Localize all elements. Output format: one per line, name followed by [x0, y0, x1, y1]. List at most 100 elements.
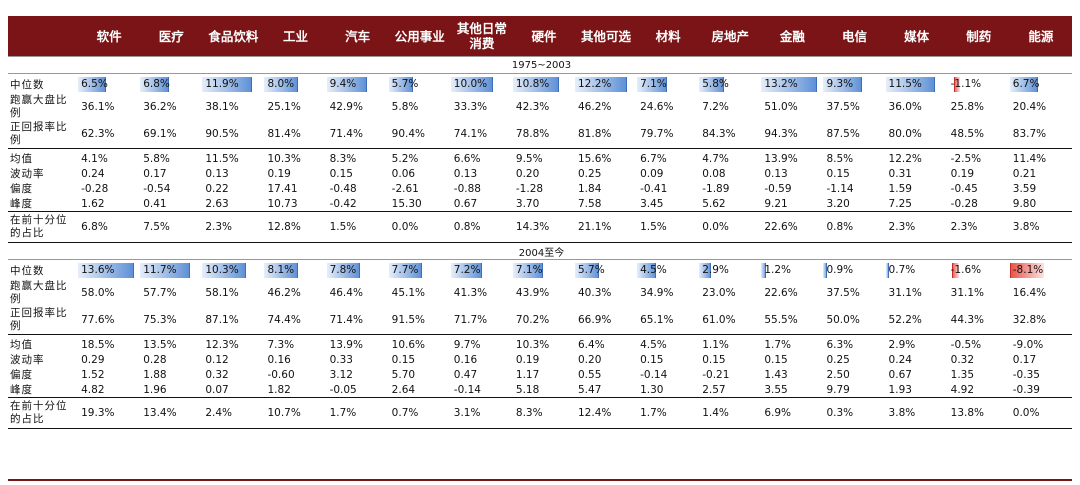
table-cell: 40.3%	[578, 287, 612, 299]
table-cell: 31.1%	[888, 287, 922, 299]
table-cell: 4.1%	[81, 152, 108, 165]
row-label: 峰度	[8, 382, 79, 398]
median-bar	[78, 76, 107, 92]
table-cell: 31.1%	[950, 287, 985, 299]
median-value: 7.8%	[329, 263, 357, 276]
column-header: 汽车	[326, 16, 389, 57]
table-cell: 0.33	[329, 353, 353, 366]
table-cell: 2.4%	[202, 397, 265, 429]
row-label: 正回报率比例	[8, 306, 79, 335]
table-cell: 9.80	[1009, 196, 1072, 212]
table-cell: 4.7%	[702, 152, 729, 165]
table-cell: 10.6%	[391, 338, 426, 351]
table-cell: 0.16	[453, 353, 478, 366]
table-cell: -0.39	[1009, 382, 1072, 398]
table-cell: 37.5%	[826, 287, 860, 299]
table-cell: 1.62	[78, 196, 141, 212]
table-cell: 0.15	[391, 353, 416, 366]
median-value: -8.1%	[1012, 263, 1044, 276]
table-cell: 87.1%	[202, 306, 265, 335]
table-cell: 3.12	[329, 368, 353, 381]
table-cell: 36.1%	[81, 101, 115, 113]
table-cell: 1.84	[578, 182, 602, 195]
median-value: 0.7%	[888, 263, 916, 276]
table-cell: 37.5%	[826, 101, 860, 113]
ratio-row: 跑赢大盘比例 36.1% 36.2% 38.1% 25.1% 42.9% 5.8% 33.3%…	[8, 94, 1072, 120]
table-cell: 48.5%	[947, 120, 1010, 149]
median-cell: 0.7%	[885, 260, 948, 281]
median-value: 7.2%	[453, 263, 481, 276]
table-cell: 6.9%	[761, 397, 824, 429]
bottom-rule	[8, 479, 1072, 481]
column-header: 医疗	[140, 16, 203, 57]
median-cell: -1.6%	[948, 260, 1010, 281]
table-cell: 7.5%	[140, 211, 203, 243]
median-bar	[264, 76, 299, 92]
table-cell: 46.2%	[578, 101, 612, 113]
table-cell: 17.41	[267, 182, 298, 195]
table-cell: 0.28	[143, 353, 167, 366]
table-cell: -0.41	[640, 182, 668, 195]
table-cell: 0.32	[950, 353, 975, 366]
table-cell: 0.15	[640, 353, 664, 366]
table-cell: -0.05	[326, 382, 389, 398]
median-value: 7.1%	[515, 263, 543, 276]
table-cell: 0.06	[391, 167, 416, 180]
median-bar	[885, 76, 935, 92]
median-cell: 6.8%	[140, 74, 202, 95]
table-cell: 1.35	[950, 368, 975, 381]
header-row: 软件 医疗 食品饮料 工业 汽车 公用事业 其他日常消费 硬件 其他可选 材料 房地产 金融 电信 媒体制…	[8, 16, 1072, 57]
median-bar	[202, 262, 247, 278]
table-cell: 1.17	[515, 368, 540, 381]
median-value: 8.1%	[267, 263, 295, 276]
table-cell: 5.18	[512, 382, 575, 398]
median-cell: 11.7%	[140, 260, 202, 281]
table-cell: 0.29	[81, 353, 105, 366]
table-cell: 0.08	[702, 167, 726, 180]
header-corner	[8, 16, 79, 57]
table-cell: 2.50	[826, 368, 850, 381]
table-cell: 3.20	[823, 196, 886, 212]
median-bar	[450, 262, 482, 278]
median-bar	[326, 76, 367, 92]
column-header: 硬件	[512, 16, 575, 57]
median-value: 6.8%	[143, 77, 170, 90]
table-cell: -2.61	[391, 182, 419, 195]
median-value: 11.9%	[205, 77, 239, 90]
stat-row: 偏度 -0.28 -0.54 0.22 17.41 -0.48 -2.61 -0.88 -1.2…	[8, 181, 1072, 196]
median-cell: 7.8%	[326, 260, 389, 281]
table-cell: 61.0%	[699, 306, 762, 335]
median-cell: 7.7%	[388, 260, 451, 281]
table-cell: 1.7%	[637, 397, 700, 429]
table-cell: -0.88	[453, 182, 481, 195]
table-cell: -0.45	[950, 182, 978, 195]
table-cell: 0.41	[140, 196, 203, 212]
table-cell: 5.2%	[391, 152, 419, 165]
row-label: 波动率	[10, 168, 45, 180]
table-cell: 10.7%	[264, 397, 327, 429]
table-cell: 70.2%	[512, 306, 575, 335]
table-cell: 1.5%	[326, 211, 389, 243]
table-cell: 10.73	[264, 196, 327, 212]
median-bar	[951, 262, 959, 278]
median-bar	[512, 76, 559, 92]
median-bar	[885, 262, 889, 278]
table-cell: 4.92	[947, 382, 1010, 398]
median-bar	[575, 262, 599, 278]
table-cell: 1.30	[637, 382, 700, 398]
median-cell: 11.9%	[202, 74, 264, 95]
median-value: 6.5%	[81, 77, 108, 90]
median-bar	[637, 76, 668, 92]
table-cell: 0.22	[205, 182, 229, 195]
table-cell: 10.3%	[267, 152, 301, 165]
table-cell: 71.4%	[326, 120, 389, 149]
table-cell: 3.45	[637, 196, 700, 212]
table-cell: 1.7%	[764, 338, 792, 351]
table-cell: 8.3%	[329, 152, 357, 165]
table-cell: 83.7%	[1009, 120, 1072, 149]
table-cell: 66.9%	[575, 306, 638, 335]
median-cell: 7.1%	[512, 260, 575, 281]
median-value: 9.3%	[826, 77, 854, 90]
table-cell: -0.5%	[950, 338, 982, 351]
median-value: -1.1%	[950, 77, 982, 90]
